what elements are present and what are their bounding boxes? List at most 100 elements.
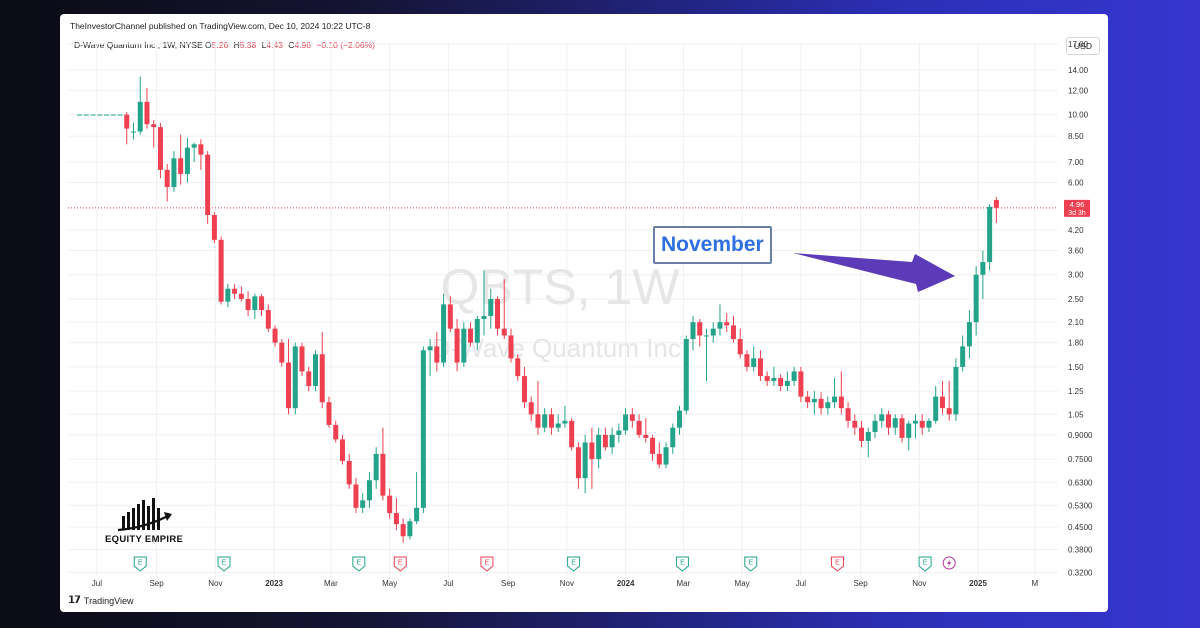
candle-body[interactable]	[832, 396, 838, 403]
candle-body[interactable]	[110, 114, 116, 116]
candle-body[interactable]	[360, 500, 366, 508]
candle-body[interactable]	[198, 144, 204, 155]
candle-body[interactable]	[643, 434, 649, 438]
candle-body[interactable]	[548, 414, 554, 428]
candle-body[interactable]	[596, 434, 602, 460]
candle-body[interactable]	[164, 169, 170, 188]
candle-body[interactable]	[737, 339, 743, 355]
candle-body[interactable]	[259, 296, 265, 311]
candle-body[interactable]	[602, 434, 608, 448]
candle-body[interactable]	[690, 322, 696, 340]
candle-body[interactable]	[703, 335, 709, 337]
candle-body[interactable]	[818, 398, 824, 409]
candle-body[interactable]	[886, 414, 892, 428]
earnings-marker-icon[interactable]	[830, 556, 844, 572]
candle-body[interactable]	[764, 376, 770, 381]
candle-body[interactable]	[441, 304, 447, 363]
candle-body[interactable]	[97, 114, 103, 116]
earnings-marker-icon[interactable]	[352, 556, 366, 572]
candle-body[interactable]	[366, 480, 372, 501]
candle-body[interactable]	[434, 346, 440, 363]
candle-body[interactable]	[663, 447, 669, 465]
candle-body[interactable]	[299, 346, 305, 372]
candle-body[interactable]	[879, 414, 885, 421]
candle-body[interactable]	[791, 371, 797, 381]
earnings-marker-icon[interactable]	[675, 556, 689, 572]
candle-body[interactable]	[515, 358, 521, 377]
candle-body[interactable]	[973, 274, 979, 323]
candle-body[interactable]	[380, 453, 386, 496]
candle-body[interactable]	[501, 328, 507, 336]
candle-body[interactable]	[407, 521, 413, 537]
candle-body[interactable]	[845, 408, 851, 421]
candle-body[interactable]	[232, 288, 238, 294]
candle-body[interactable]	[946, 408, 952, 415]
candle-body[interactable]	[191, 144, 197, 148]
currency-button[interactable]: USD	[1066, 37, 1100, 55]
earnings-marker-icon[interactable]	[133, 556, 147, 572]
earnings-marker-icon[interactable]	[217, 556, 231, 572]
candle-body[interactable]	[697, 322, 703, 336]
candle-body[interactable]	[124, 114, 130, 129]
candle-body[interactable]	[104, 114, 110, 116]
candle-body[interactable]	[899, 418, 905, 438]
candle-body[interactable]	[137, 101, 143, 132]
candle-body[interactable]	[252, 296, 258, 311]
candle-body[interactable]	[77, 114, 83, 116]
candle-body[interactable]	[926, 420, 932, 428]
candle-body[interactable]	[589, 442, 595, 460]
earnings-marker-icon[interactable]	[918, 556, 932, 572]
candle-body[interactable]	[90, 114, 96, 116]
candle-body[interactable]	[838, 396, 844, 409]
candle-body[interactable]	[117, 114, 123, 116]
candle-body[interactable]	[730, 325, 736, 340]
candle-body[interactable]	[542, 414, 548, 428]
candle-body[interactable]	[569, 420, 575, 448]
candle-body[interactable]	[677, 410, 683, 428]
candle-body[interactable]	[346, 460, 352, 485]
candle-body[interactable]	[373, 453, 379, 481]
candle-body[interactable]	[420, 350, 426, 508]
candle-body[interactable]	[575, 447, 581, 479]
candle-body[interactable]	[339, 439, 345, 461]
candle-body[interactable]	[130, 131, 136, 133]
candle-body[interactable]	[582, 442, 588, 479]
candle-body[interactable]	[211, 215, 217, 240]
candlestick-chart[interactable]: 17.00 14.00 12.00 10.00 8.50 7.00 6.00 4.20 3.60…	[60, 14, 1108, 612]
candle-body[interactable]	[670, 427, 676, 448]
candle-body[interactable]	[906, 423, 912, 438]
candle-body[interactable]	[387, 495, 393, 514]
candle-body[interactable]	[225, 288, 231, 302]
candle-body[interactable]	[966, 322, 972, 347]
candle-body[interactable]	[265, 310, 271, 329]
candle-body[interactable]	[757, 358, 763, 377]
candle-body[interactable]	[609, 434, 615, 448]
candle-body[interactable]	[272, 328, 278, 343]
candle-body[interactable]	[306, 371, 312, 386]
candle-body[interactable]	[623, 414, 629, 431]
candle-body[interactable]	[872, 420, 878, 432]
candle-body[interactable]	[508, 335, 514, 359]
candle-body[interactable]	[798, 371, 804, 397]
candle-body[interactable]	[629, 414, 635, 421]
symbol-name[interactable]: D-Wave Quantum Inc., 1W, NYSE	[74, 40, 203, 50]
candle-body[interactable]	[953, 366, 959, 415]
candle-body[interactable]	[980, 262, 986, 275]
candle-body[interactable]	[960, 346, 966, 367]
candle-body[interactable]	[555, 423, 561, 428]
candle-body[interactable]	[987, 206, 993, 263]
candle-body[interactable]	[778, 378, 784, 386]
candle-body[interactable]	[784, 380, 790, 386]
candle-body[interactable]	[865, 431, 871, 441]
candle-body[interactable]	[892, 418, 898, 428]
candle-body[interactable]	[656, 453, 662, 465]
candle-body[interactable]	[751, 358, 757, 367]
candle-body[interactable]	[859, 427, 865, 441]
candle-body[interactable]	[279, 342, 285, 363]
candle-body[interactable]	[636, 420, 642, 435]
candle-body[interactable]	[933, 396, 939, 421]
candle-body[interactable]	[528, 402, 534, 415]
candle-body[interactable]	[724, 322, 730, 326]
candle-body[interactable]	[811, 398, 817, 403]
candle-body[interactable]	[178, 158, 184, 174]
